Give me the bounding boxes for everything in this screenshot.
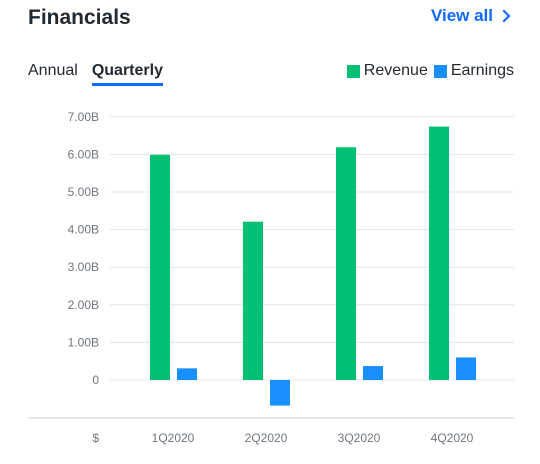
chevron-right-icon xyxy=(502,9,511,23)
legend-label-earnings: Earnings xyxy=(450,62,514,79)
bar-earnings-3q2020[interactable] xyxy=(363,366,383,380)
financials-header: Financials View all xyxy=(28,4,514,36)
y-tick-label: 6.00B xyxy=(68,147,99,161)
y-tick-label: 1.00B xyxy=(68,335,99,349)
bar-revenue-4q2020[interactable] xyxy=(429,126,449,381)
section-title: Financials xyxy=(28,6,131,29)
y-tick-label: 7.00B xyxy=(68,110,99,124)
chart-legend: Revenue Earnings xyxy=(341,62,514,80)
y-tick-label: 2.00B xyxy=(68,298,99,312)
y-tick-label: 0 xyxy=(92,373,99,387)
bar-earnings-4q2020[interactable] xyxy=(456,357,476,380)
legend-swatch-earnings xyxy=(433,64,447,78)
legend-swatch-revenue xyxy=(346,64,360,78)
view-all-link[interactable]: View all xyxy=(431,6,514,26)
tab-annual[interactable]: Annual xyxy=(28,62,78,79)
legend-label-revenue: Revenue xyxy=(363,62,428,79)
bar-earnings-2q2020[interactable] xyxy=(270,380,290,406)
currency-label: $ xyxy=(92,431,99,445)
legend-item-revenue[interactable]: Revenue xyxy=(346,62,428,80)
tab-quarterly[interactable]: Quarterly xyxy=(91,62,163,86)
x-tick-label: 2Q2020 xyxy=(245,431,288,445)
view-all-label: View all xyxy=(430,6,493,25)
y-tick-label: 3.00B xyxy=(68,260,99,274)
x-tick-label: 1Q2020 xyxy=(152,431,195,445)
legend-item-earnings[interactable]: Earnings xyxy=(433,62,514,80)
y-tick-label: 5.00B xyxy=(68,185,99,199)
period-tabs: Annual Quarterly xyxy=(28,62,163,86)
bar-earnings-1q2020[interactable] xyxy=(177,368,197,380)
y-tick-label: 4.00B xyxy=(68,223,99,237)
bar-revenue-2q2020[interactable] xyxy=(243,221,263,380)
bar-revenue-3q2020[interactable] xyxy=(336,147,356,380)
x-tick-label: 3Q2020 xyxy=(338,431,381,445)
x-tick-label: 4Q2020 xyxy=(431,431,474,445)
bar-revenue-1q2020[interactable] xyxy=(150,154,170,380)
